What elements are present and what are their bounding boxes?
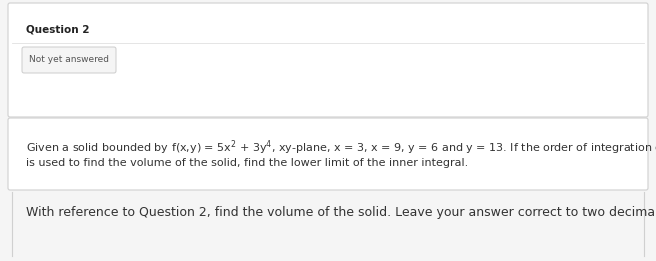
FancyBboxPatch shape <box>8 3 648 117</box>
FancyBboxPatch shape <box>22 47 116 73</box>
Text: Not yet answered: Not yet answered <box>29 56 109 64</box>
Text: Given a solid bounded by f(x,y) = 5x$^2$ + 3y$^4$, xy-plane, x = 3, x = 9, y = 6: Given a solid bounded by f(x,y) = 5x$^2$… <box>26 138 656 157</box>
FancyBboxPatch shape <box>8 118 648 190</box>
Text: With reference to Question 2, find the volume of the solid. Leave your answer co: With reference to Question 2, find the v… <box>26 206 656 219</box>
Text: Question 2: Question 2 <box>26 25 89 35</box>
Text: is used to find the volume of the solid, find the lower limit of the inner integ: is used to find the volume of the solid,… <box>26 158 468 168</box>
